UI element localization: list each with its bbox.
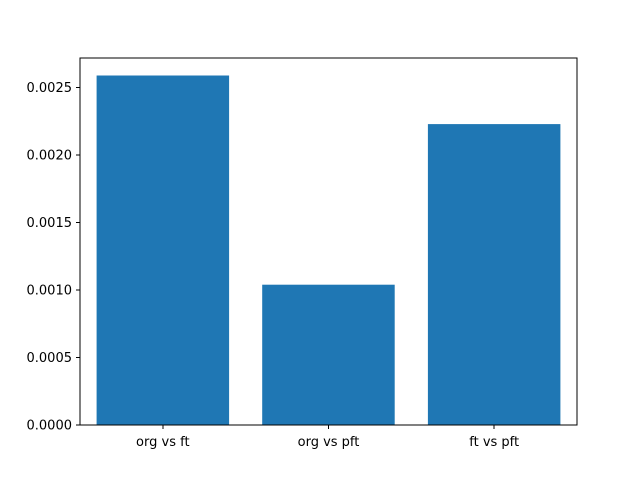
- y-tick-label: 0.0015: [27, 216, 73, 231]
- y-tick-label: 0.0005: [27, 351, 73, 366]
- y-tick-label: 0.0000: [27, 419, 73, 434]
- x-tick-label: org vs pft: [298, 435, 360, 450]
- y-tick-label: 0.0020: [27, 149, 73, 164]
- bar-ft-vs-pft: [427, 124, 561, 425]
- y-tick-label: 0.0025: [27, 81, 73, 96]
- x-tick-label: org vs ft: [136, 435, 190, 450]
- y-tick-label: 0.0010: [27, 284, 73, 299]
- bar-org-vs-ft: [96, 75, 230, 425]
- bar-org-vs-pft: [262, 284, 395, 425]
- x-tick-label: ft vs pft: [469, 435, 519, 450]
